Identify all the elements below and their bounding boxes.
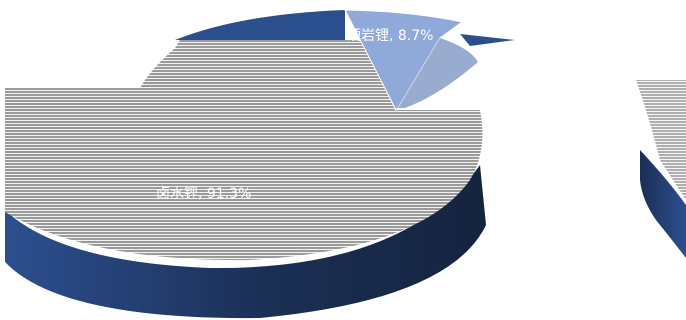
large-slice-side	[5, 165, 486, 319]
large-slice-rim-right	[460, 34, 515, 46]
label-hard-rock-lithium: 硬岩锂, 8.7%	[347, 28, 433, 44]
label-brine-lithium: 卤水锂, 91.3%	[156, 186, 251, 202]
small-slice-shadow	[398, 38, 478, 108]
large-slice-top	[5, 40, 483, 261]
large-slice-rim	[175, 10, 345, 40]
large-slice-far-edge-stripes	[636, 80, 686, 200]
large-slice-far-side	[640, 150, 686, 258]
